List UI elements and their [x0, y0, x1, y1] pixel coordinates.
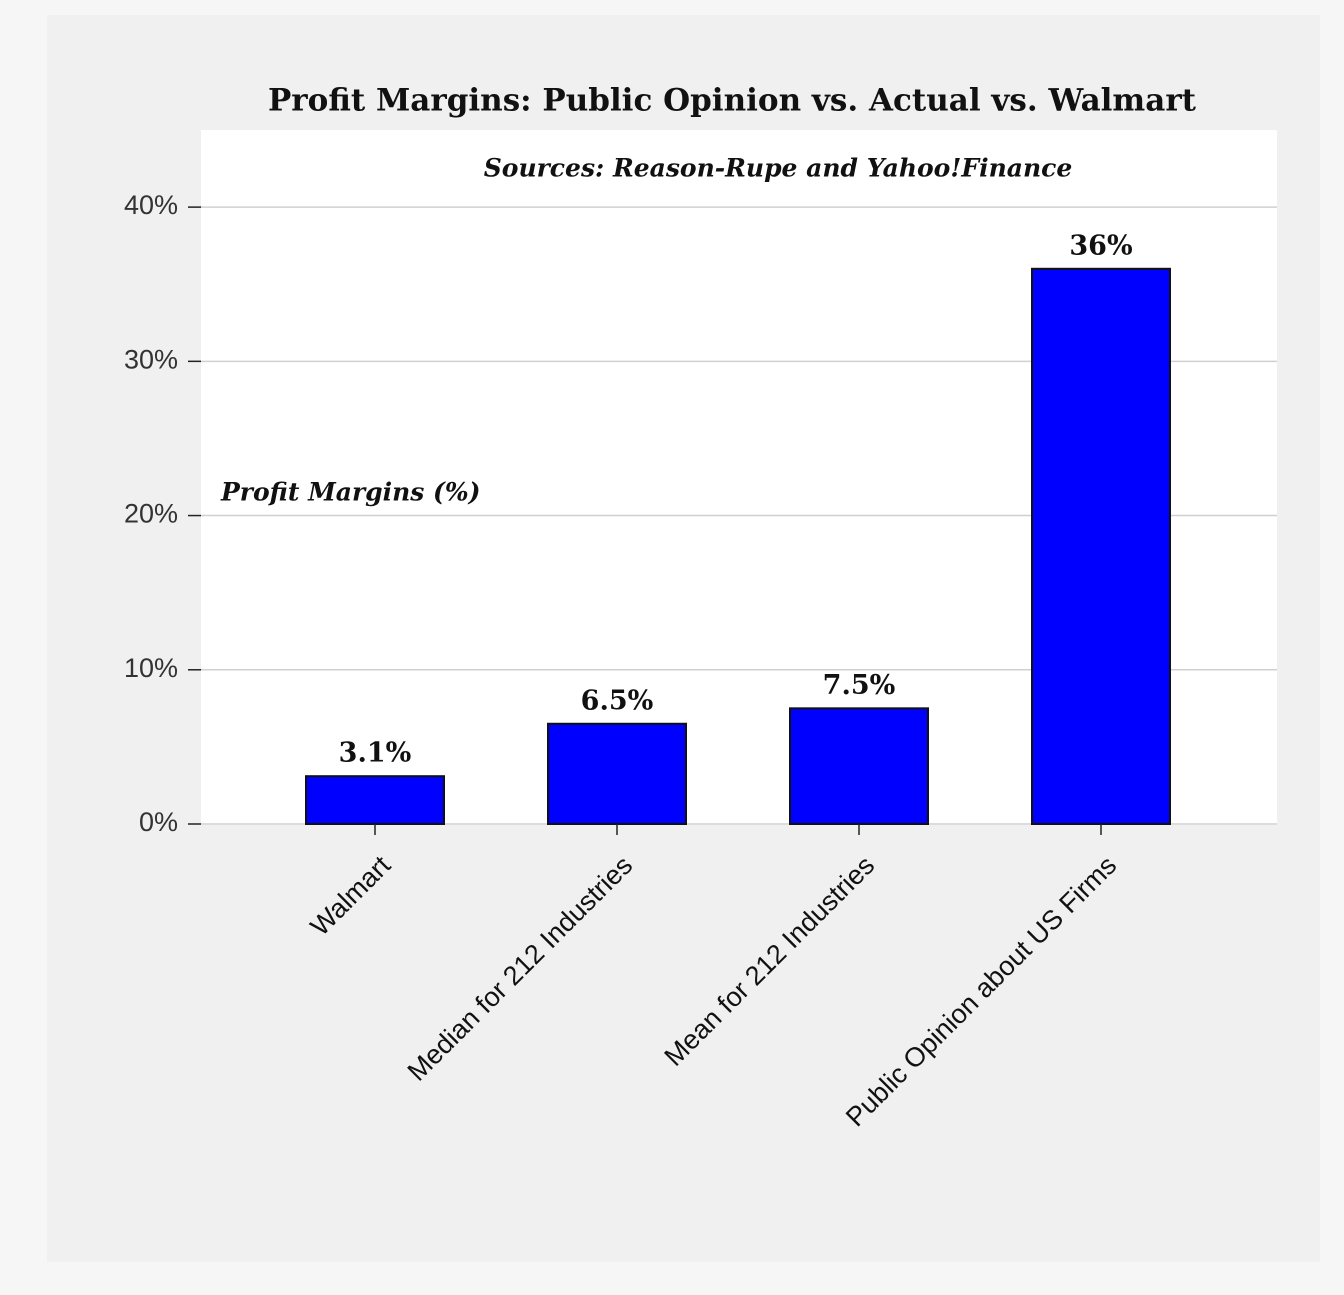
y-tick-label: 10%: [124, 653, 178, 683]
value-label: 6.5%: [581, 685, 654, 716]
y-tick-label: 40%: [124, 190, 178, 220]
y-tick-label: 0%: [139, 807, 178, 837]
bar: [1031, 267, 1171, 825]
bar: [547, 722, 687, 825]
value-label: 3.1%: [339, 738, 412, 769]
y-tick-label: 30%: [124, 344, 178, 374]
annotation: Profit Margins (%): [220, 478, 480, 507]
bar: [305, 775, 445, 825]
value-label: 36%: [1069, 230, 1132, 261]
y-tick-label: 20%: [124, 499, 178, 529]
subtitle: Sources: Reason-Rupe and Yahoo!Finance: [484, 154, 1073, 183]
chart-title: Profit Margins: Public Opinion vs. Actua…: [268, 83, 1197, 119]
value-label: 7.5%: [823, 670, 896, 701]
bar: [789, 707, 929, 825]
